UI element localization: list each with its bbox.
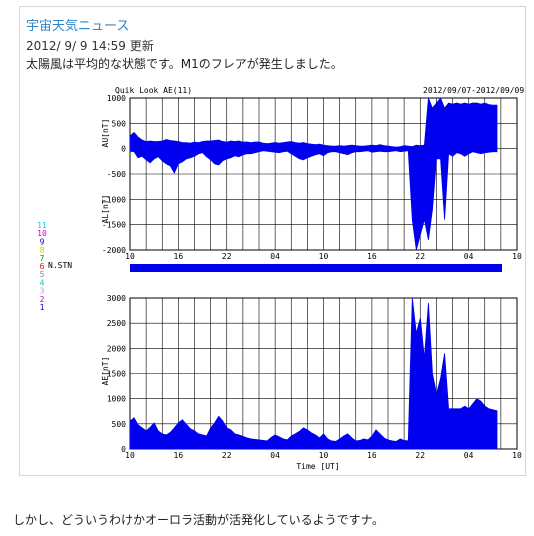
ae-y-tick-label: 0: [121, 445, 126, 454]
upper-x-tick-label: 16: [174, 252, 184, 261]
al-axis-label: AL[nT]: [101, 195, 110, 224]
chart-title: Quik Look AE(11): [115, 86, 192, 95]
post-description: 太陽風は平均的な状態です。M1のフレアが発生しました。: [26, 57, 343, 71]
au-al-y-tick-label: -500: [107, 170, 126, 179]
upper-x-tick-label: 10: [125, 252, 135, 261]
al-series: [129, 148, 498, 251]
lower-x-tick-label: 22: [222, 451, 232, 460]
x-axis-label: Time [UT]: [296, 462, 339, 471]
lower-x-tick-label: 10: [319, 451, 329, 460]
au-al-y-tick-label: 500: [112, 119, 127, 128]
au-al-y-tick-label: -1000: [102, 195, 126, 204]
ae-index-figure: Quik Look AE(11) 2012/09/07-2012/09/09 1…: [20, 73, 525, 475]
au-al-y-tick-label: -2000: [102, 246, 126, 255]
upper-x-tick-label: 10: [319, 252, 329, 261]
station-level-10: 10: [37, 229, 47, 238]
au-axis-label: AU[nT]: [101, 119, 110, 148]
upper-x-tick-label: 22: [222, 252, 232, 261]
post-title[interactable]: 宇宙天気ニュース: [26, 19, 130, 34]
ae-y-tick-label: 1500: [107, 370, 126, 379]
lower-x-tick-label: 10: [512, 451, 522, 460]
station-level-5: 5: [40, 270, 45, 279]
ae-axis-label: AE[nT]: [101, 357, 110, 386]
station-level-3: 3: [40, 287, 45, 296]
ae-y-tick-label: 1000: [107, 395, 126, 404]
ae-y-tick-label: 2500: [107, 319, 126, 328]
station-level-7: 7: [40, 254, 45, 263]
station-level-2: 2: [40, 295, 45, 304]
ae-index-chart: Quik Look AE(11) 2012/09/07-2012/09/09 1…: [37, 86, 524, 471]
lower-x-tick-label: 22: [415, 451, 425, 460]
station-label: N.STN: [48, 261, 72, 270]
lower-x-tick-label: 10: [125, 451, 135, 460]
chart-date-range: 2012/09/07-2012/09/09: [423, 86, 524, 95]
ae-series: [129, 297, 498, 450]
post-updated: 2012/ 9/ 9 14:59 更新: [26, 39, 154, 53]
station-level-11: 11: [37, 221, 47, 230]
upper-x-tick-label: 04: [464, 252, 474, 261]
station-bar-fill: [130, 264, 502, 272]
au-al-y-tick-label: -1500: [102, 221, 126, 230]
au-al-y-tick-label: 1000: [107, 94, 126, 103]
station-level-9: 9: [40, 237, 45, 246]
upper-x-tick-label: 04: [270, 252, 280, 261]
ae-y-tick-label: 500: [112, 420, 127, 429]
lower-x-tick-label: 04: [464, 451, 474, 460]
upper-x-tick-label: 10: [512, 252, 522, 261]
lower-x-tick-label: 04: [270, 451, 280, 460]
upper-x-tick-label: 22: [415, 252, 425, 261]
ae-y-tick-label: 3000: [107, 294, 126, 303]
au-series: [129, 97, 498, 150]
station-level-6: 6: [40, 262, 45, 271]
station-level-8: 8: [40, 246, 45, 255]
lower-x-tick-label: 16: [367, 451, 377, 460]
upper-x-tick-label: 16: [367, 252, 377, 261]
news-card: 宇宙天気ニュース 2012/ 9/ 9 14:59 更新 太陽風は平均的な状態で…: [19, 6, 526, 476]
ae-y-tick-label: 2000: [107, 344, 126, 353]
station-level-4: 4: [40, 278, 45, 287]
lower-x-tick-label: 16: [174, 451, 184, 460]
post-caption: しかし、どういうわけかオーロラ活動が活発化しているようですナ。: [13, 513, 385, 527]
au-al-y-tick-label: 0: [121, 145, 126, 154]
station-level-1: 1: [40, 303, 45, 312]
station-bar: [130, 264, 502, 272]
